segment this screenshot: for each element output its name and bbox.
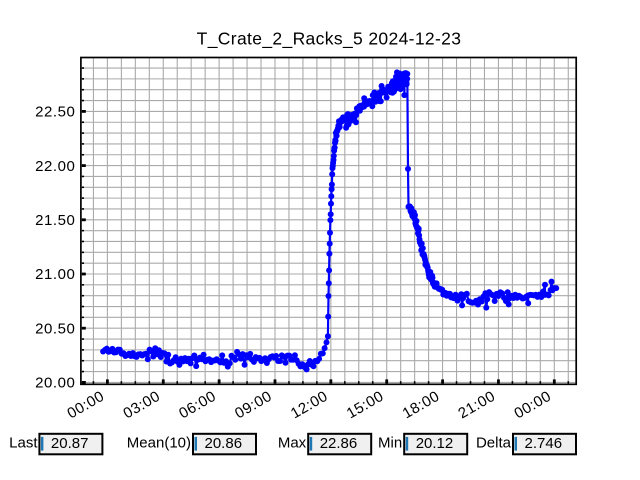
- svg-text:Max: Max: [278, 435, 307, 452]
- svg-text:Min: Min: [378, 435, 402, 452]
- svg-text:20.00: 20.00: [35, 375, 75, 392]
- svg-text:Delta: Delta: [476, 435, 512, 452]
- svg-text:21.50: 21.50: [35, 212, 75, 229]
- svg-text:22.50: 22.50: [35, 104, 75, 121]
- svg-text:T_Crate_2_Racks_5 2024-12-23: T_Crate_2_Racks_5 2024-12-23: [197, 28, 462, 49]
- svg-text:Last: Last: [9, 435, 38, 452]
- svg-text:20.12: 20.12: [416, 435, 454, 452]
- svg-text:2.746: 2.746: [525, 435, 563, 452]
- svg-text:20.87: 20.87: [51, 435, 89, 452]
- svg-text:20.86: 20.86: [205, 435, 243, 452]
- svg-text:Mean(10): Mean(10): [127, 435, 191, 452]
- svg-text:22.00: 22.00: [35, 158, 75, 175]
- svg-text:20.50: 20.50: [35, 320, 75, 337]
- svg-text:22.86: 22.86: [320, 435, 358, 452]
- svg-text:21.00: 21.00: [35, 266, 75, 283]
